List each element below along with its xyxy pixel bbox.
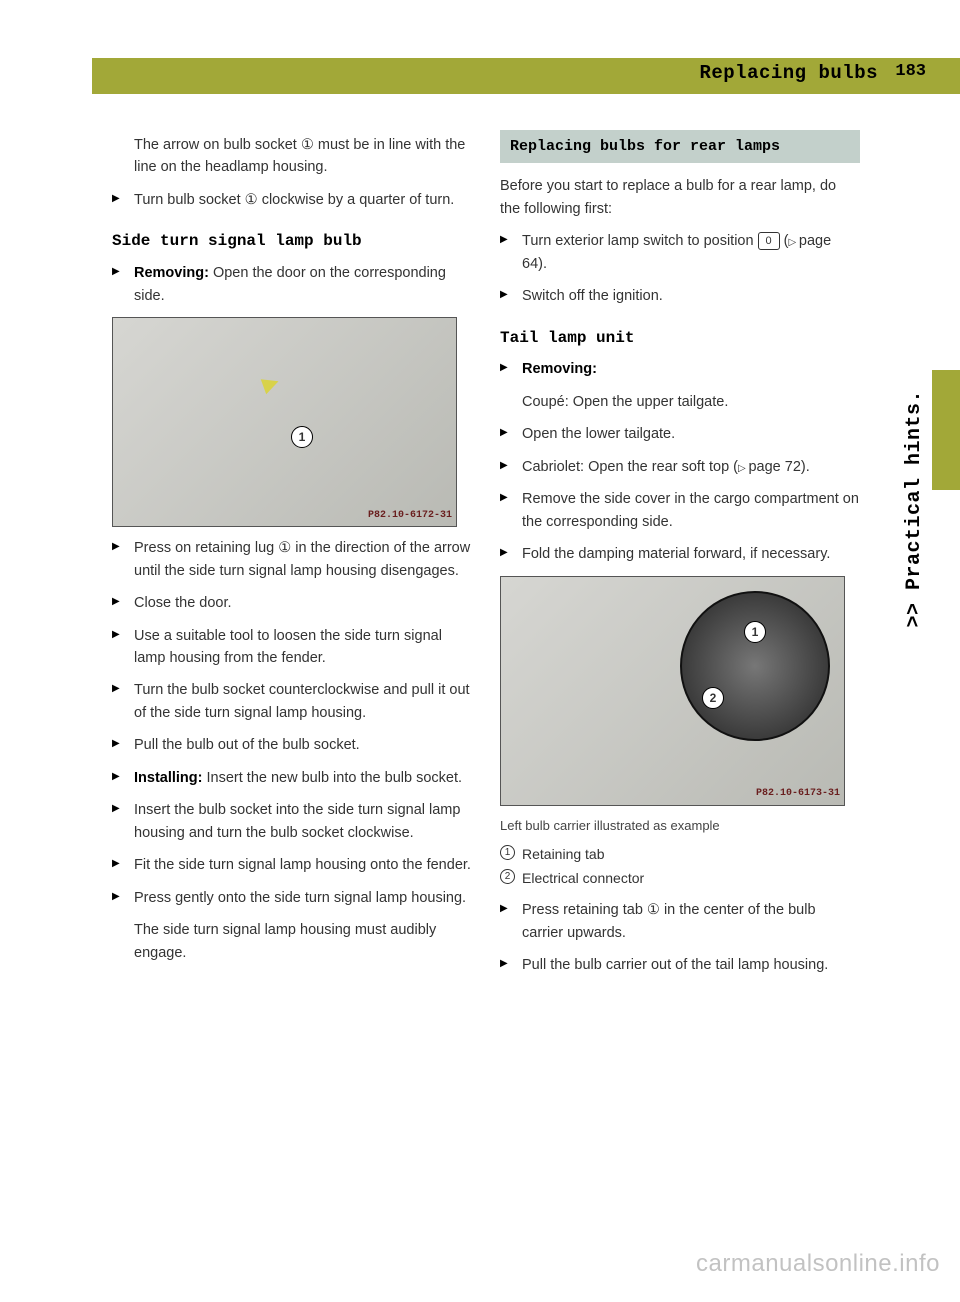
figure-caption: Left bulb carrier illustrated as example	[500, 816, 860, 836]
callout-1: 1	[291, 426, 313, 448]
step-item: Insert the bulb socket into the side tur…	[112, 799, 472, 844]
body-text: The side turn signal lamp housing must a…	[134, 919, 472, 964]
side-tab	[932, 370, 960, 490]
figure-detail-circle	[680, 591, 830, 741]
step-item: Fit the side turn signal lamp housing on…	[112, 854, 472, 876]
left-column: The arrow on bulb socket ① must be in li…	[112, 130, 472, 974]
callout-ref-1: 1	[500, 845, 515, 860]
step-item: Switch off the ignition.	[500, 285, 860, 307]
body-text: Insert the new bulb into the bulb socket…	[202, 770, 462, 786]
legend-item: 2 Electrical connector	[500, 868, 860, 890]
step-item: Turn the bulb socket counterclockwise an…	[112, 679, 472, 724]
step-item: Fold the damping material forward, if ne…	[500, 543, 860, 565]
watermark: carmanualsonline.info	[696, 1250, 940, 1278]
step-item: Pull the bulb carrier out of the tail la…	[500, 954, 860, 976]
xref-link[interactable]: page 72	[738, 459, 801, 475]
body-text: Coupé: Open the upper tailgate.	[522, 391, 860, 413]
step-item: Open the lower tailgate.	[500, 423, 860, 445]
callout-2: 2	[702, 687, 724, 709]
step-item: Cabriolet: Open the rear soft top (page …	[500, 456, 860, 478]
step-item: Close the door.	[112, 592, 472, 614]
step-item: Press gently onto the side turn signal l…	[112, 887, 472, 909]
legend-text: Electrical connector	[522, 870, 644, 886]
step-item: Remove the side cover in the cargo compa…	[500, 488, 860, 533]
step-item: Removing: Open the door on the correspon…	[112, 262, 472, 307]
figure-side-turn-signal: 1 P82.10-6172-31	[112, 317, 457, 527]
figure-tail-lamp: 1 2 P82.10-6173-31	[500, 576, 845, 806]
legend-text: Retaining tab	[522, 846, 605, 862]
legend-item: 1 Retaining tab	[500, 844, 860, 866]
subheading: Tail lamp unit	[500, 326, 860, 351]
step-item: Turn bulb socket ① clockwise by a quarte…	[112, 189, 472, 211]
arrow-icon	[261, 374, 282, 395]
callout-1: 1	[744, 621, 766, 643]
section-side-label: >> Practical hints.	[903, 390, 926, 628]
label-removing: Removing:	[134, 265, 209, 281]
body-text: Turn exterior lamp switch to position	[522, 233, 758, 249]
body-text: Before you start to replace a bulb for a…	[500, 175, 860, 220]
step-item: Removing:	[500, 358, 860, 380]
page-number: 183	[895, 62, 926, 81]
step-item: Use a suitable tool to loosen the side t…	[112, 625, 472, 670]
step-item: Turn exterior lamp switch to position 0 …	[500, 230, 860, 275]
section-heading: Replacing bulbs for rear lamps	[500, 130, 860, 163]
callout-ref-2: 2	[500, 869, 515, 884]
body-text: ).	[801, 459, 810, 475]
step-item: Installing: Insert the new bulb into the…	[112, 767, 472, 789]
step-item: Pull the bulb out of the bulb socket.	[112, 734, 472, 756]
subheading: Side turn signal lamp bulb	[112, 229, 472, 254]
page-title: Replacing bulbs	[699, 62, 878, 84]
step-item: Press retaining tab ① in the center of t…	[500, 899, 860, 944]
right-column: Replacing bulbs for rear lamps Before yo…	[500, 130, 860, 987]
keycap-zero: 0	[758, 232, 780, 250]
label-removing: Removing:	[522, 361, 597, 377]
figure-code: P82.10-6173-31	[756, 786, 840, 802]
figure-code: P82.10-6172-31	[368, 508, 452, 524]
body-text: The arrow on bulb socket ① must be in li…	[134, 134, 472, 179]
label-installing: Installing:	[134, 770, 202, 786]
body-text: Cabriolet: Open the rear soft top (	[522, 459, 738, 475]
step-item: Press on retaining lug ① in the directio…	[112, 537, 472, 582]
body-text: ).	[538, 256, 547, 272]
